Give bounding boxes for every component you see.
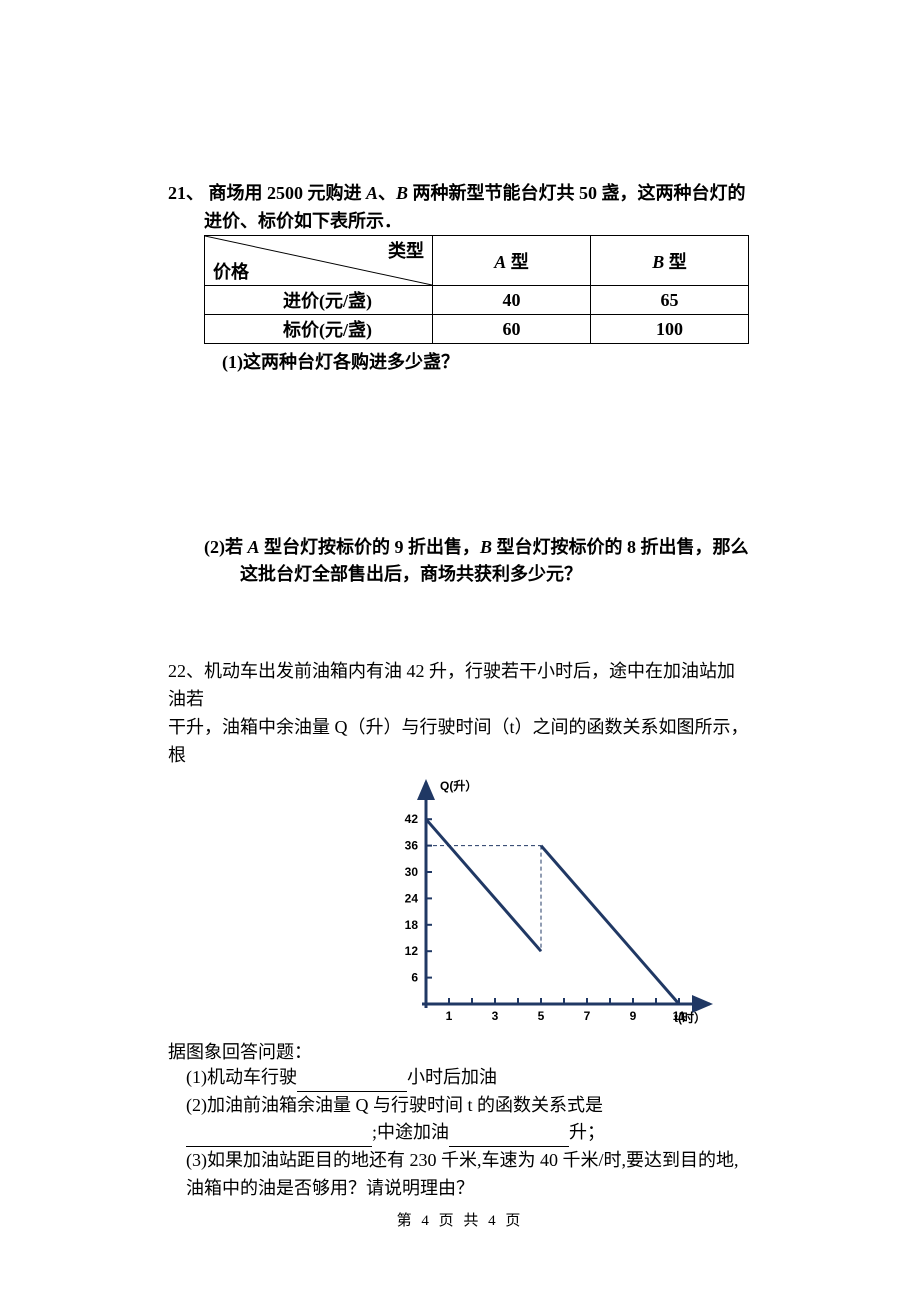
q21-number: 21、 bbox=[168, 183, 204, 203]
fuel-chart: 61218243036421357911Q(升）t(时） bbox=[368, 776, 718, 1036]
table-header-a: A 型 bbox=[433, 236, 591, 286]
q22-sub3-line2: 油箱中的油是否够用？请说明理由？ bbox=[186, 1175, 752, 1203]
row-cost-a: 40 bbox=[433, 286, 591, 315]
svg-text:t(时）: t(时） bbox=[674, 1010, 706, 1025]
q22-sub1: (1)机动车行驶小时后加油 bbox=[186, 1064, 752, 1092]
blank-hours bbox=[297, 1074, 407, 1092]
svg-text:42: 42 bbox=[405, 812, 419, 826]
q21-sub1: (1)这两种台灯各购进多少盏？ bbox=[222, 348, 752, 374]
q22-sub2-line1: (2)加油前油箱余油量 Q 与行驶时间 t 的函数关系式是 bbox=[186, 1092, 752, 1120]
q21-sub2-line2: 这批台灯全部售出后，商场共获利多少元？ bbox=[240, 560, 752, 586]
svg-text:9: 9 bbox=[630, 1009, 637, 1023]
svg-text:30: 30 bbox=[405, 865, 419, 879]
q21-sub2-line1: (2)若 A 型台灯按标价的 9 折出售，B 型台灯按标价的 8 折出售，那么 bbox=[204, 534, 752, 560]
table-header-b: B 型 bbox=[591, 236, 749, 286]
blank-formula bbox=[186, 1129, 372, 1147]
svg-text:3: 3 bbox=[492, 1009, 499, 1023]
diag-label-top: 类型 bbox=[388, 237, 424, 263]
svg-text:36: 36 bbox=[405, 838, 419, 852]
q21-intro-line2: 进价、标价如下表所示． bbox=[204, 207, 752, 233]
q21-table: 类型 价格 A 型 B 型 进价(元/盏) 40 65 标价(元/盏) 60 1… bbox=[204, 235, 749, 344]
row-price-label: 标价(元/盏) bbox=[205, 315, 433, 344]
row-price-a: 60 bbox=[433, 315, 591, 344]
table-header-diag: 类型 价格 bbox=[205, 236, 433, 286]
row-cost-b: 65 bbox=[591, 286, 749, 315]
svg-text:12: 12 bbox=[405, 944, 419, 958]
svg-text:24: 24 bbox=[405, 891, 419, 905]
svg-text:1: 1 bbox=[446, 1009, 453, 1023]
page-footer: 第 4 页 共 4 页 bbox=[0, 1209, 920, 1230]
q22-sub2-line2: ;中途加油升； bbox=[186, 1119, 752, 1147]
q22-line1: 22、机动车出发前油箱内有油 42 升，行驶若干小时后，途中在加油站加油若 bbox=[168, 658, 752, 714]
row-price-b: 100 bbox=[591, 315, 749, 344]
svg-text:7: 7 bbox=[584, 1009, 591, 1023]
svg-text:18: 18 bbox=[405, 917, 419, 931]
svg-text:6: 6 bbox=[411, 970, 418, 984]
blank-refuel bbox=[449, 1129, 569, 1147]
svg-text:5: 5 bbox=[538, 1009, 545, 1023]
svg-text:Q(升）: Q(升） bbox=[440, 778, 477, 793]
chart-svg: 61218243036421357911Q(升）t(时） bbox=[368, 776, 718, 1036]
diag-label-bottom: 价格 bbox=[213, 258, 249, 284]
q22-after-chart: 据图象回答问题： bbox=[168, 1038, 752, 1064]
q22-sub3-line1: (3)如果加油站距目的地还有 230 千米,车速为 40 千米/时,要达到目的地… bbox=[186, 1147, 752, 1175]
q21-intro-line1: 21、 商场用 2500 元购进 A、B 两种新型节能台灯共 50 盏，这两种台… bbox=[168, 180, 752, 207]
row-cost-label: 进价(元/盏) bbox=[205, 286, 433, 315]
q22-line2: 干升，油箱中余油量 Q（升）与行驶时间（t）之间的函数关系如图所示，根 bbox=[168, 714, 752, 770]
